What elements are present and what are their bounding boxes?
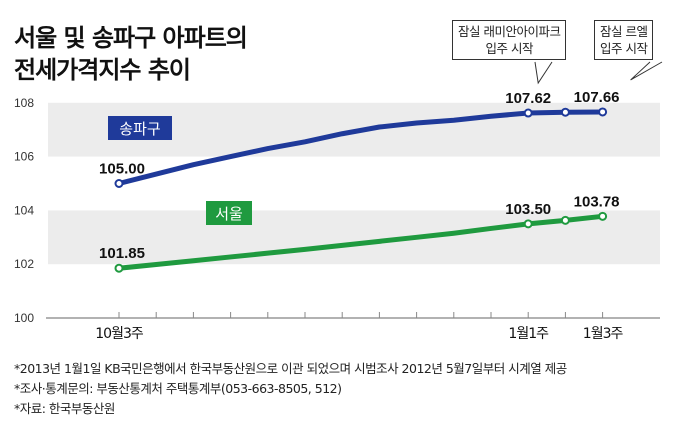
series-label-box-0: [108, 116, 172, 140]
annotation-callout-2: 잠실 르엘 입주 시작: [594, 20, 654, 60]
data-point-marker: [523, 108, 533, 118]
data-point-marker: [523, 219, 533, 229]
series-line-0: [118, 109, 603, 186]
footnote-3: *자료: 한국부동산원: [14, 401, 115, 416]
footnote-2: *조사·통계문의: 부동산통계처 주택통계부(053-663-8505, 512…: [14, 381, 342, 396]
y-tick-label: 100: [14, 311, 34, 325]
y-tick-label: 104: [14, 203, 34, 217]
data-label: 107.66: [574, 89, 620, 106]
x-tick-label: 1월3주: [583, 326, 624, 342]
annotation-2-line1: 잠실 르엘: [600, 24, 648, 39]
data-label: 101.85: [99, 245, 145, 262]
data-label: 105.00: [99, 161, 145, 178]
series-name-label: 서울: [215, 205, 243, 223]
data-point-marker: [598, 211, 608, 221]
series-label-box-1: [206, 201, 252, 225]
x-tick-label: 1월1주: [508, 326, 549, 342]
data-point-marker: [560, 215, 570, 225]
data-point-marker: [114, 263, 124, 273]
chart-title-line1: 서울 및 송파구 아파트의: [14, 24, 248, 52]
x-tick-label: 10월3주: [95, 326, 144, 342]
data-label: 103.50: [505, 201, 551, 218]
annotation-1-line2: 입주 시작: [485, 41, 534, 56]
annotation-pointer-1: [534, 61, 553, 85]
data-label: 107.62: [505, 90, 551, 107]
data-point-marker: [598, 107, 608, 117]
series-name-label: 송파구: [119, 120, 160, 138]
series-line-1: [118, 213, 603, 271]
y-tick-label: 102: [14, 257, 34, 271]
annotation-callout-1: 잠실 래미안아이파크 입주 시작: [452, 20, 567, 60]
y-tick-label: 106: [14, 150, 34, 164]
chart-title-line2: 전세가격지수 추이: [14, 56, 191, 84]
y-tick-label: 108: [14, 96, 34, 110]
footnote-1: *2013년 1월1일 KB국민은행에서 한국부동산원으로 이관 되었으며 시범…: [14, 361, 567, 376]
annotation-pointer-2: [630, 61, 663, 81]
data-point-marker: [114, 179, 124, 188]
data-point-marker: [560, 107, 570, 117]
annotation-2-line2: 입주 시작: [600, 41, 648, 56]
annotation-1-line1: 잠실 래미안아이파크: [458, 24, 561, 39]
data-label: 103.78: [574, 193, 620, 210]
